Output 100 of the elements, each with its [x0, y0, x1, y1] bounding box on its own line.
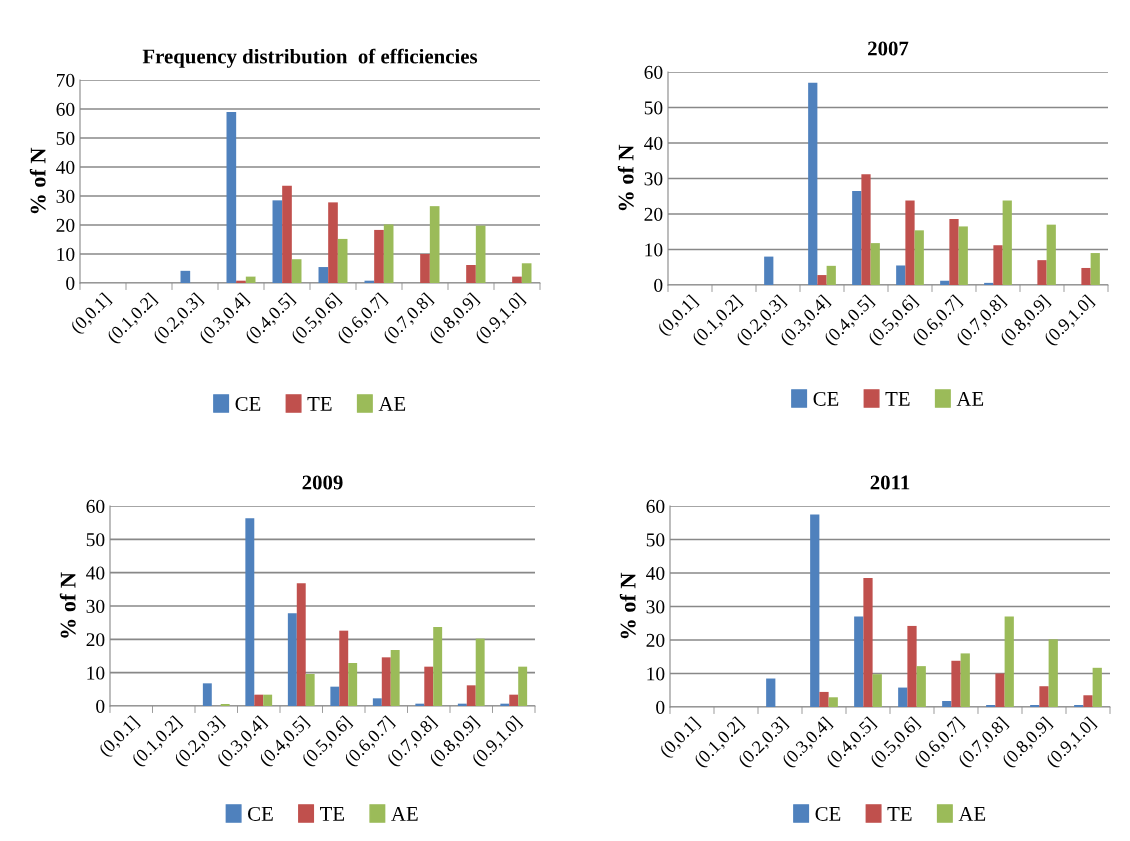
legend-label: AE — [956, 391, 984, 406]
bar — [254, 694, 264, 706]
y-tick-label: 10 — [647, 667, 665, 681]
bar — [390, 650, 400, 706]
bar — [1074, 704, 1084, 707]
bar — [337, 238, 348, 283]
bar — [1002, 200, 1012, 285]
y-tick-label: 40 — [56, 160, 75, 174]
chart-title: 2011 — [870, 475, 910, 490]
y-tick-label: 0 — [66, 276, 75, 290]
bar — [180, 270, 191, 283]
y-tick-label: 10 — [57, 247, 75, 261]
legend-label: TE — [887, 807, 912, 821]
y-axis-title: % of N — [29, 147, 46, 214]
bar — [521, 263, 532, 283]
bar — [466, 685, 476, 706]
y-tick-label: 40 — [646, 566, 665, 580]
chart-title: 2009 — [302, 475, 343, 490]
bar — [1030, 704, 1040, 707]
bar — [907, 625, 917, 707]
legend-label: AE — [378, 396, 406, 411]
chart-title: 2007 — [868, 41, 909, 56]
y-axis-title: % of N — [59, 572, 76, 638]
bar — [518, 666, 528, 706]
bar — [1046, 224, 1056, 285]
bar — [1081, 267, 1091, 285]
bar — [993, 245, 1003, 285]
bar — [898, 687, 908, 707]
bar — [995, 673, 1005, 707]
legend-label: TE — [320, 807, 345, 821]
bar — [905, 200, 915, 285]
bar — [433, 627, 443, 706]
legend-label: AE — [391, 806, 418, 821]
bar — [374, 229, 384, 283]
y-tick-label: 20 — [86, 633, 105, 647]
bar — [951, 660, 961, 707]
bar — [348, 663, 358, 706]
y-tick-label: 10 — [645, 243, 663, 257]
bar — [808, 82, 818, 285]
y-tick-label: 60 — [56, 102, 75, 116]
y-tick-label: 60 — [86, 499, 105, 513]
bar — [475, 225, 486, 283]
y-tick-label: 60 — [644, 65, 663, 79]
bar — [819, 691, 829, 707]
y-tick-label: 50 — [56, 131, 75, 145]
bar — [226, 111, 237, 283]
bar — [263, 694, 273, 706]
bar — [958, 226, 968, 285]
y-tick-label: 40 — [644, 136, 663, 150]
bar — [287, 613, 297, 706]
bar — [766, 678, 776, 707]
bar — [1083, 695, 1093, 707]
bar — [828, 697, 838, 707]
bar — [202, 683, 212, 706]
y-axis-title: % of N — [617, 144, 634, 211]
bar — [372, 698, 382, 706]
bar — [854, 616, 864, 707]
y-tick-label: 0 — [96, 699, 105, 713]
legend-label: CE — [235, 396, 261, 411]
bar — [914, 230, 924, 285]
legend-label: TE — [307, 397, 332, 411]
bar — [383, 224, 394, 283]
chart-title: Frequency distribution of efficiencies — [142, 48, 478, 68]
bar — [852, 190, 862, 285]
legend-label: CE — [248, 806, 273, 821]
legend-label: CE — [815, 806, 841, 821]
bar — [424, 666, 434, 706]
y-tick-label: 20 — [644, 207, 663, 221]
y-tick-label: 40 — [86, 566, 105, 580]
bar — [764, 256, 774, 285]
bar — [872, 674, 882, 707]
bar — [475, 638, 485, 706]
bar — [509, 694, 519, 706]
y-tick-label: 30 — [86, 599, 105, 613]
bar — [466, 265, 476, 283]
bar — [984, 282, 994, 285]
bar — [296, 583, 306, 706]
bar — [245, 518, 255, 706]
y-tick-label: 50 — [86, 533, 105, 547]
y-tick-label: 20 — [56, 218, 75, 232]
bar — [1039, 686, 1049, 707]
y-tick-label: 50 — [644, 101, 663, 115]
bar — [810, 514, 820, 707]
bar — [512, 276, 522, 283]
bar — [381, 657, 391, 706]
bar — [339, 630, 349, 706]
bar — [1092, 667, 1102, 707]
bar — [330, 686, 340, 706]
bar — [817, 275, 827, 285]
y-tick-label: 30 — [646, 600, 665, 614]
legend-label: AE — [958, 806, 986, 821]
bar — [420, 254, 430, 283]
bar — [1004, 616, 1014, 707]
bar — [236, 280, 246, 283]
y-axis-title: % of N — [619, 572, 636, 639]
bar — [960, 653, 970, 707]
bar — [942, 700, 952, 707]
bar — [429, 206, 440, 283]
bar — [826, 265, 836, 285]
bar — [940, 280, 950, 285]
